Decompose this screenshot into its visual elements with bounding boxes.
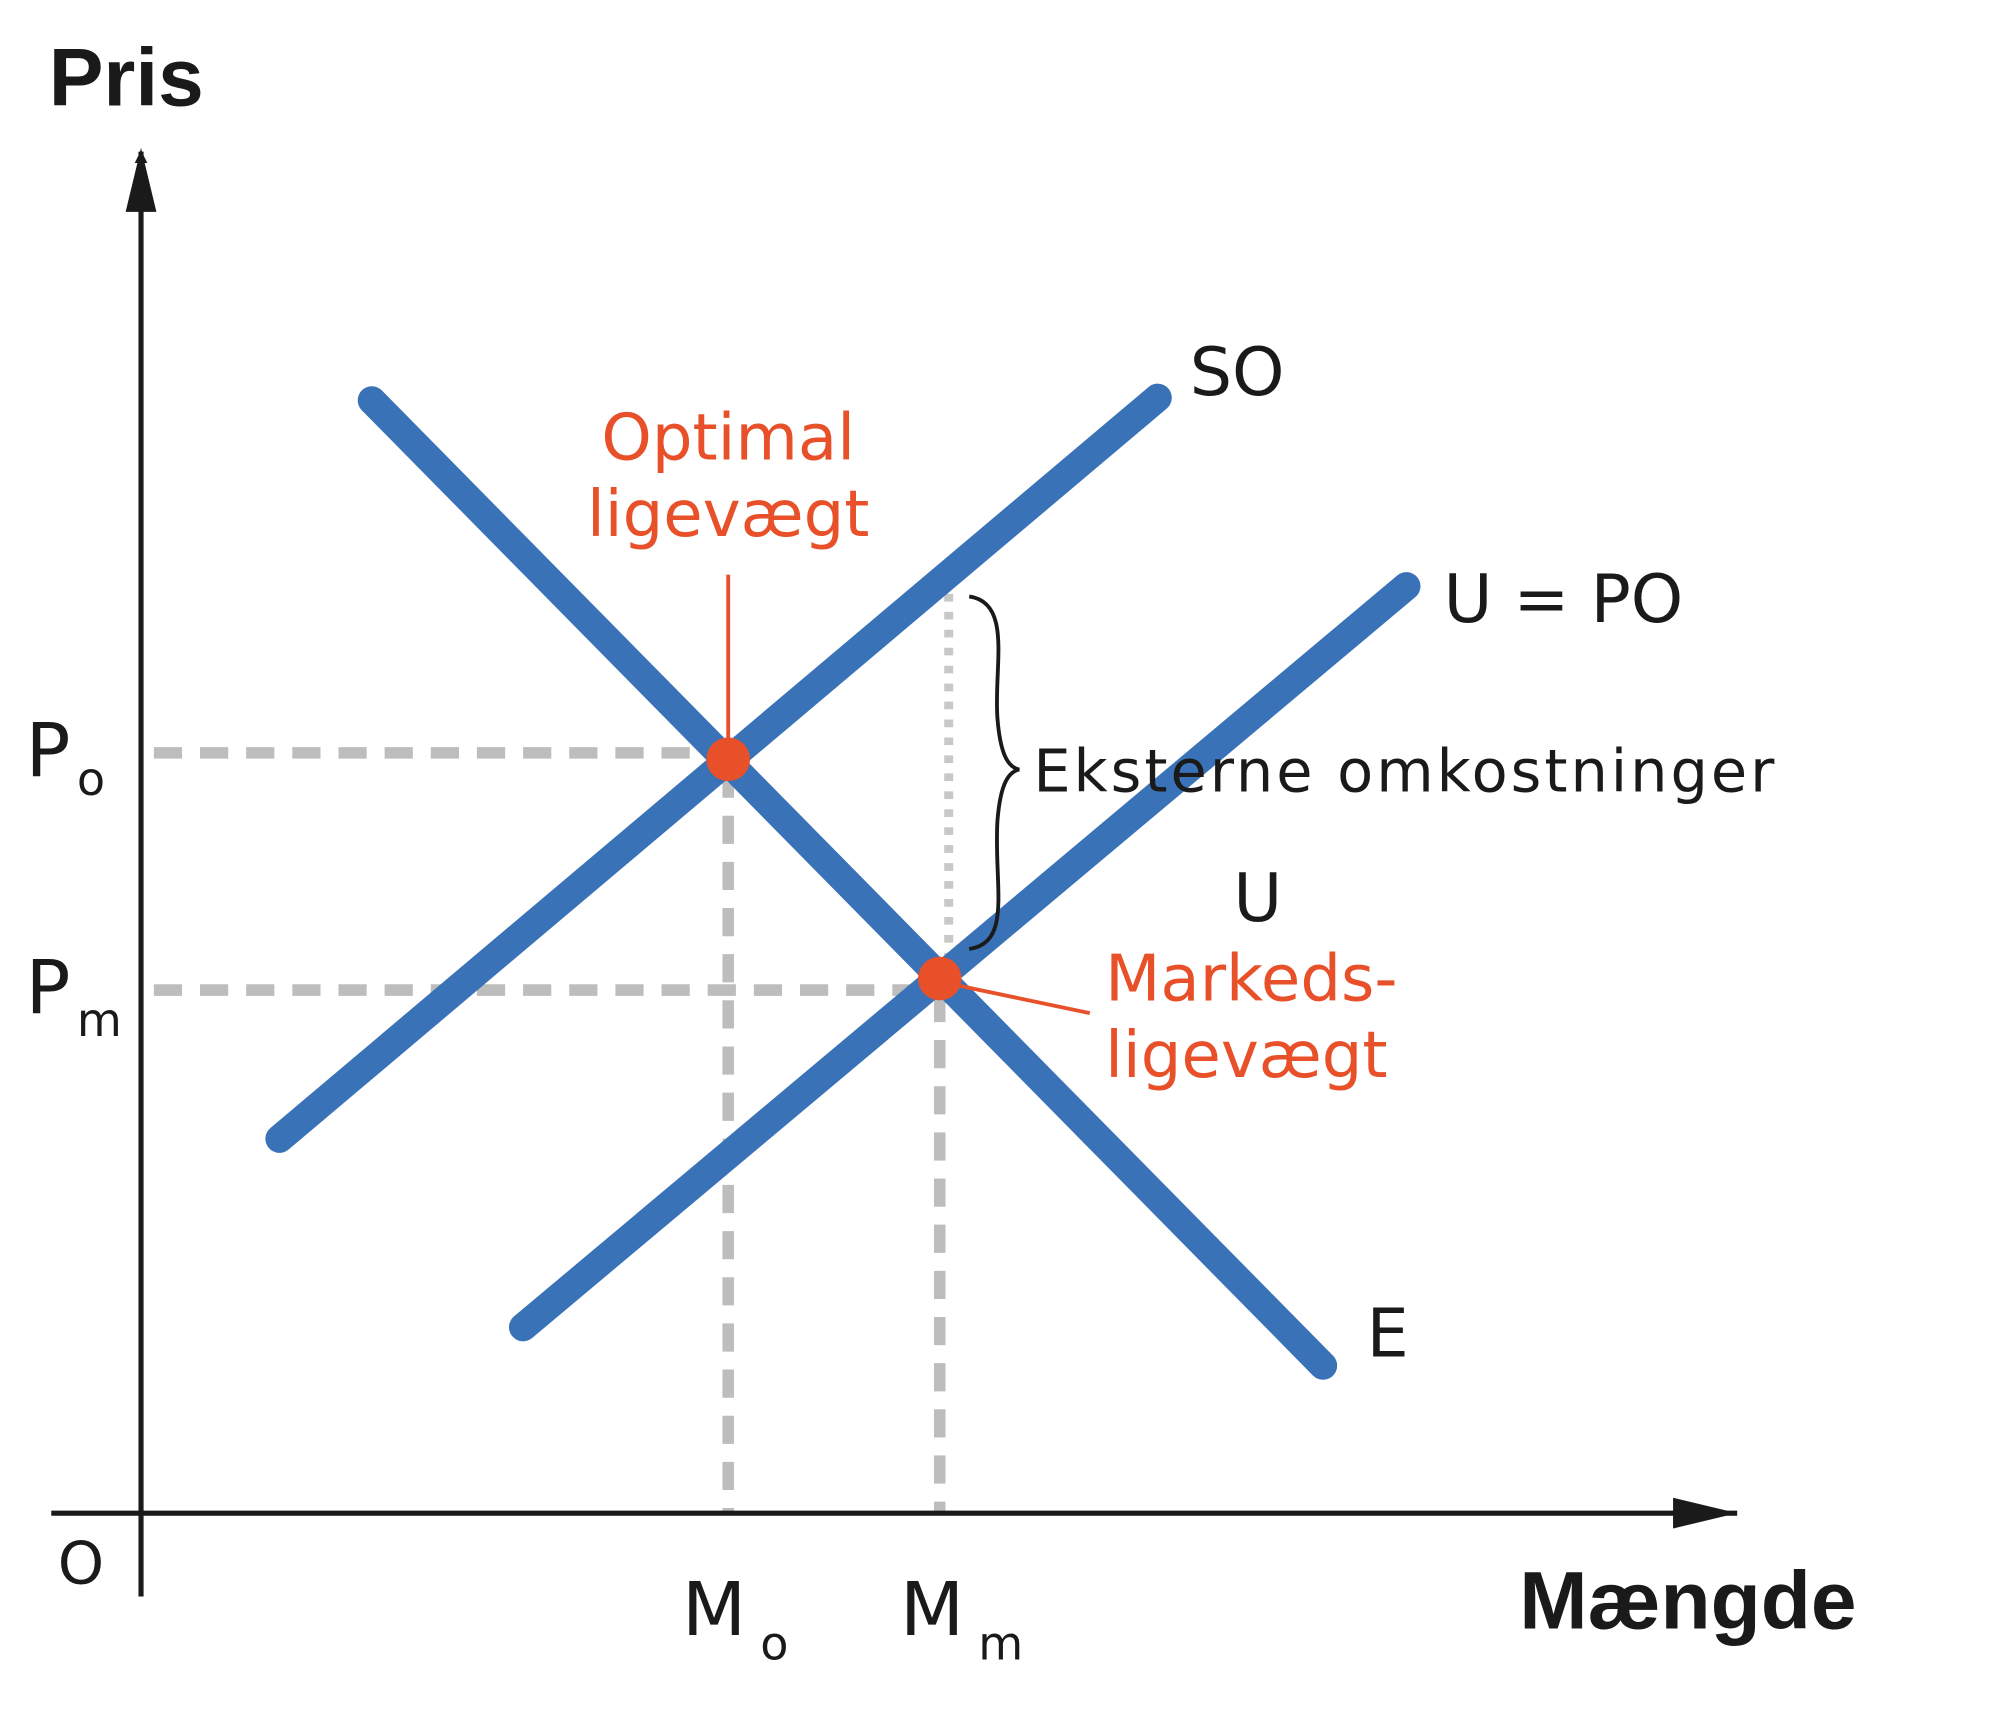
pointer — [954, 983, 1091, 1016]
x-tick-sub: m — [978, 1616, 1023, 1670]
annotation: Markeds- — [1105, 942, 1397, 1016]
demand-curve — [357, 386, 1338, 1380]
curve-label: U = PO — [1444, 560, 1684, 638]
arrow-head — [125, 147, 157, 212]
y-tick-sub: o — [77, 752, 105, 806]
equilibrium-point — [706, 737, 750, 782]
annotation: U — [1233, 859, 1282, 937]
annotation: Eksterne omkostninger — [1033, 736, 1775, 805]
equilibrium-point — [917, 956, 962, 1001]
curve-label: E — [1367, 1295, 1409, 1373]
x-tick-label: M — [682, 1566, 746, 1653]
annotation: ligevægt — [1105, 1019, 1387, 1093]
x-axis-label: Mængde — [1519, 1556, 1856, 1647]
origin-label: O — [58, 1529, 104, 1598]
y-tick-sub: m — [77, 993, 122, 1047]
brace — [968, 594, 1020, 951]
curve-label: SO — [1190, 333, 1285, 411]
arrow-head — [1673, 1497, 1738, 1529]
x-tick-label: M — [900, 1566, 964, 1653]
x-tick-sub: o — [760, 1616, 788, 1670]
y-tick-label: P — [26, 944, 71, 1031]
annotation: Optimal — [601, 401, 855, 475]
supply-curve — [508, 572, 1421, 1342]
annotation: ligevægt — [587, 478, 869, 552]
y-tick-label: P — [26, 707, 71, 794]
y-axis-label: Pris — [49, 32, 204, 123]
